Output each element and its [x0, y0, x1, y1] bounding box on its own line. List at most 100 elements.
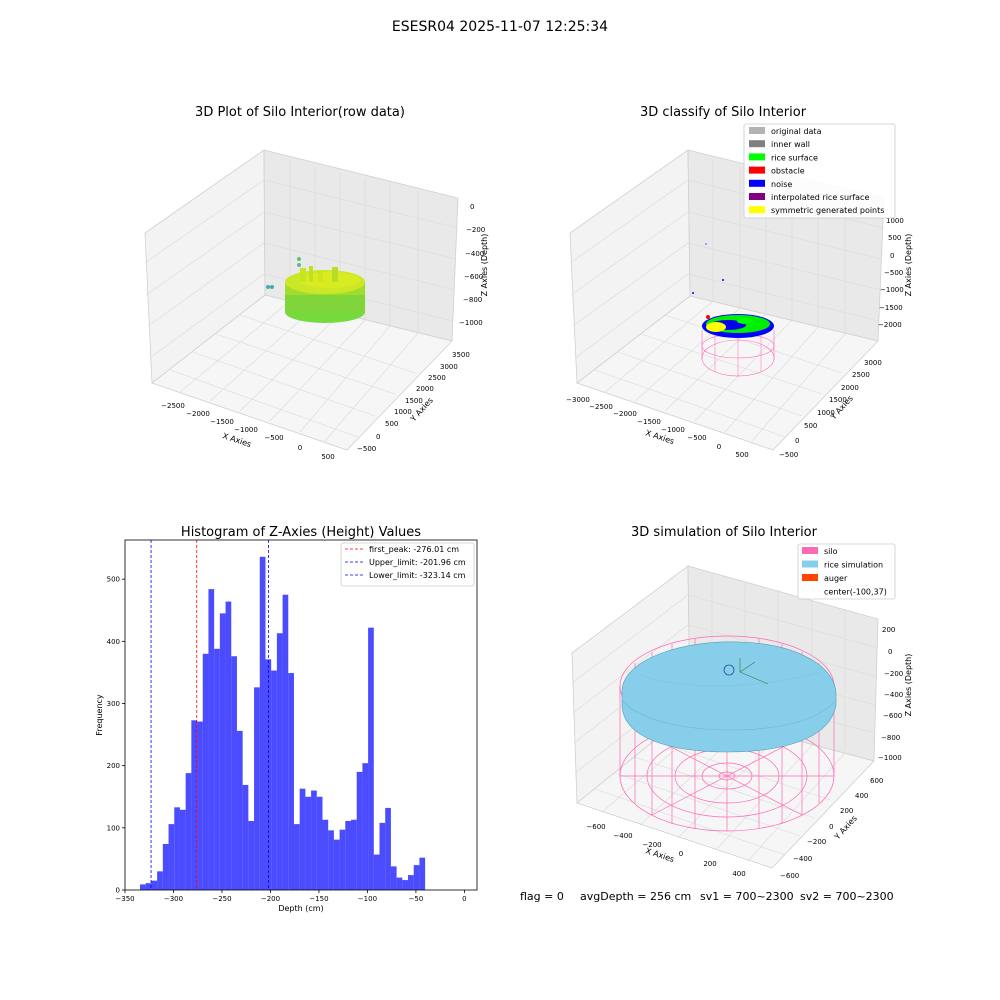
simulation-xtick: 400	[732, 870, 745, 878]
hist-bar	[408, 875, 414, 890]
hist-ytick-label: 100	[107, 824, 120, 832]
hist-bar	[219, 613, 226, 890]
hist-bar	[140, 884, 146, 890]
legend-label: interpolated rice surface	[771, 193, 869, 202]
hist-bar	[151, 880, 158, 890]
footer-status: flag = 0 avgDepth = 256 cm sv1 = 700~230…	[520, 890, 894, 903]
hist-bar	[368, 627, 374, 890]
hist-bar	[282, 594, 289, 890]
hist-bar	[259, 556, 266, 890]
panel-raw-3d: 3D Plot of Silo Interior(row data)	[144, 105, 489, 461]
raw-ytick: 3000	[440, 363, 458, 371]
raw-ztick: −800	[463, 296, 482, 304]
simulation-ztick: −600	[883, 712, 902, 720]
hist-bar	[396, 877, 403, 890]
raw-ztick: −200	[466, 226, 485, 234]
hist-xlabel: Depth (cm)	[278, 904, 323, 913]
simulation-ytick: 0	[829, 823, 833, 831]
classify-xtick: 0	[717, 443, 721, 451]
simulation-xtick: 200	[703, 860, 716, 868]
legend-label: noise	[771, 180, 792, 189]
classify-zlabel: Z Axies (Depth)	[904, 234, 913, 297]
simulation-rice-surface	[621, 641, 837, 753]
hist-ytick-label: 300	[107, 700, 120, 708]
hist-bar	[345, 820, 351, 890]
hist-bar	[197, 721, 203, 890]
hist-ytick-label: 500	[107, 576, 120, 584]
hist-bar	[356, 771, 363, 890]
classify-xtick: −500	[687, 434, 706, 442]
classify-xtick: −1500	[637, 418, 661, 426]
hist-bar	[174, 807, 180, 890]
raw-point-cloud	[266, 257, 365, 323]
simulation-ytick: 600	[870, 777, 883, 785]
raw-xtick: 500	[321, 453, 334, 461]
legend-swatch	[749, 206, 765, 214]
simulation-ztick: −800	[881, 734, 900, 742]
classify-ytick: 2000	[841, 384, 859, 392]
panel-classify-title: 3D classify of Silo Interior	[640, 105, 807, 120]
simulation-legend: silo rice simulation auger center(-100,37)	[797, 543, 896, 600]
classify-xtick: 500	[735, 451, 748, 459]
hist-xtick-label: −300	[164, 895, 183, 903]
classify-xtick: −2000	[613, 410, 637, 418]
classify-xtick: −2500	[589, 403, 613, 411]
legend-label: rice surface	[771, 153, 818, 162]
simulation-ztick: 0	[888, 648, 892, 656]
legend-label: obstacle	[771, 167, 805, 176]
hist-bar	[339, 829, 346, 890]
legend-swatch	[802, 574, 818, 581]
simulation-ytick: 400	[855, 792, 868, 800]
simulation-auger	[723, 658, 769, 685]
simulation-ztick: −200	[884, 670, 903, 678]
hist-legend: first_peak: -276.01 cm Upper_limit: -201.…	[340, 542, 475, 587]
hist-bar	[231, 656, 237, 890]
hist-xtick-label: −350	[115, 895, 134, 903]
hist-bar	[242, 784, 249, 890]
hist-legend-label: Upper_limit: -201.96 cm	[369, 558, 466, 567]
hist-legend-label: first_peak: -276.01 cm	[369, 545, 459, 554]
hist-bar	[214, 648, 220, 890]
hist-bar	[419, 857, 426, 890]
legend-swatch	[749, 127, 765, 134]
hist-bar	[402, 880, 409, 890]
raw-ticks: −2500 −2000 −1500 −1000 −500 0 500 −500 …	[161, 203, 485, 461]
panel-simulation-3d: 3D simulation of Silo Interior	[571, 525, 913, 880]
legend-swatch	[749, 140, 765, 148]
hist-yticks: 0 100 200 300 400 500	[107, 576, 125, 895]
classify-ytick: 0	[795, 437, 799, 445]
figure-suptitle: ESESR04 2025-11-07 12:25:34	[392, 19, 608, 35]
hist-bar	[322, 819, 329, 890]
raw-ytick: 1500	[405, 397, 423, 405]
simulation-xtick: 0	[679, 850, 683, 858]
raw-xtick: 0	[298, 444, 302, 452]
raw-ytick: 500	[385, 420, 398, 428]
legend-swatch	[749, 193, 765, 200]
legend-label: original data	[771, 127, 822, 136]
hist-bar	[236, 730, 243, 890]
hist-bar	[362, 763, 369, 890]
hist-bar	[276, 633, 283, 890]
classify-ztick: 500	[888, 234, 901, 242]
classify-ticks: −3000 −2500 −2000 −1500 −1000 −500 0 500…	[566, 217, 904, 459]
raw-ytick: 0	[376, 433, 380, 441]
status-flag: flag = 0	[520, 890, 564, 903]
classify-ztick: −2000	[878, 321, 902, 329]
hist-bar	[299, 788, 306, 890]
hist-bar	[191, 720, 198, 890]
classify-ztick: 0	[890, 252, 894, 260]
hist-bar	[385, 807, 391, 890]
hist-bar	[265, 659, 272, 890]
hist-bar	[254, 687, 260, 890]
simulation-ytick: −200	[807, 838, 826, 846]
classify-ztick: −1500	[879, 304, 903, 312]
simulation-ticks: −600 −400 −200 0 200 400 −600 −400 −200 …	[586, 626, 903, 880]
raw-xtick: −1500	[210, 418, 234, 426]
hist-bar	[248, 820, 255, 890]
hist-xticks: −350 −300 −250 −200 −150 −100 −50 0	[115, 890, 467, 903]
hist-legend-label: Lower_limit: -323.14 cm	[369, 571, 466, 580]
raw-ytick: 1000	[394, 408, 412, 416]
legend-swatch	[749, 166, 765, 174]
status-sv2: sv2 = 700~2300	[800, 890, 894, 903]
hist-bar	[271, 670, 277, 890]
